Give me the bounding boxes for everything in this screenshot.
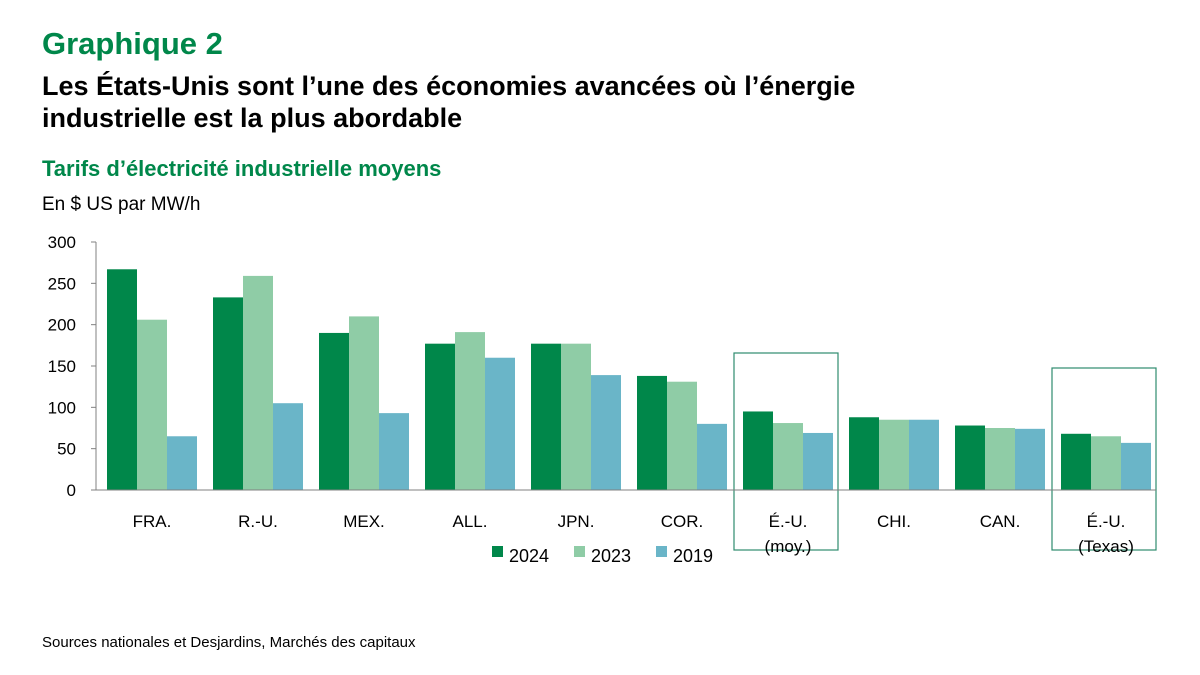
chart-title-line-2: industrielle est la plus abordable	[42, 103, 463, 133]
y-tick-label: 200	[48, 316, 76, 335]
bar-2024	[425, 343, 455, 490]
bar-2023	[349, 316, 379, 490]
bar-2024	[1061, 433, 1091, 490]
legend-label-2024: 2024	[509, 546, 549, 566]
bar-2023	[879, 419, 909, 490]
bar-2023	[667, 381, 697, 490]
x-category-label: É.-U.	[769, 512, 808, 531]
y-tick-label: 0	[67, 481, 76, 500]
y-tick-label: 300	[48, 233, 76, 252]
bar-2024	[955, 425, 985, 490]
bar-2024	[743, 411, 773, 490]
x-category-label: (Texas)	[1078, 537, 1134, 556]
legend-swatch-2024	[492, 546, 503, 557]
bar-2023	[455, 332, 485, 490]
bar-2023	[137, 319, 167, 490]
y-tick-label: 250	[48, 274, 76, 293]
bar-2019	[167, 436, 197, 490]
chart-title: Les États-Unis sont l’une des économies …	[42, 70, 855, 134]
bar-2024	[849, 417, 879, 490]
chart-subtitle: Tarifs d’électricité industrielle moyens	[42, 156, 442, 181]
bar-2019	[1015, 428, 1045, 490]
legend-label-2019: 2019	[673, 546, 713, 566]
bar-2019	[273, 403, 303, 490]
bar-2019	[697, 423, 727, 490]
x-category-label: CHI.	[877, 512, 911, 531]
bar-2023	[243, 275, 273, 490]
bar-2019	[485, 357, 515, 490]
x-category-label: JPN.	[558, 512, 595, 531]
bar-2019	[379, 413, 409, 490]
bar-2023	[773, 423, 803, 490]
legend-swatch-2019	[656, 546, 667, 557]
bar-2019	[1121, 442, 1151, 490]
bar-2019	[803, 432, 833, 490]
y-axis-unit-label: En $ US par MW/h	[42, 194, 201, 215]
bar-2023	[1091, 436, 1121, 490]
x-category-label: FRA.	[133, 512, 172, 531]
bar-2024	[531, 343, 561, 490]
legend-swatch-2023	[574, 546, 585, 557]
y-tick-label: 150	[48, 357, 76, 376]
bar-2019	[591, 375, 621, 490]
x-category-label: É.-U.	[1087, 512, 1126, 531]
bar-2023	[561, 343, 591, 490]
y-tick-label: 100	[48, 398, 76, 417]
highlight-box	[733, 352, 839, 551]
bar-2024	[107, 269, 137, 490]
x-category-label: COR.	[661, 512, 704, 531]
bar-2024	[637, 375, 667, 490]
legend-label-2023: 2023	[591, 546, 631, 566]
bar-2024	[319, 332, 349, 490]
source-note: Sources nationales et Desjardins, Marché…	[42, 634, 416, 651]
x-category-label: (moy.)	[765, 537, 812, 556]
graph-label: Graphique 2	[42, 26, 223, 61]
highlight-box	[1051, 367, 1157, 551]
bar-2019	[909, 419, 939, 490]
x-category-label: MEX.	[343, 512, 385, 531]
chart-title-line-1: Les États-Unis sont l’une des économies …	[42, 71, 856, 101]
bar-2023	[985, 428, 1015, 490]
x-category-label: ALL.	[453, 512, 488, 531]
x-category-label: CAN.	[980, 512, 1021, 531]
bar-2024	[213, 297, 243, 490]
y-tick-label: 50	[57, 440, 76, 459]
x-category-label: R.-U.	[238, 512, 278, 531]
